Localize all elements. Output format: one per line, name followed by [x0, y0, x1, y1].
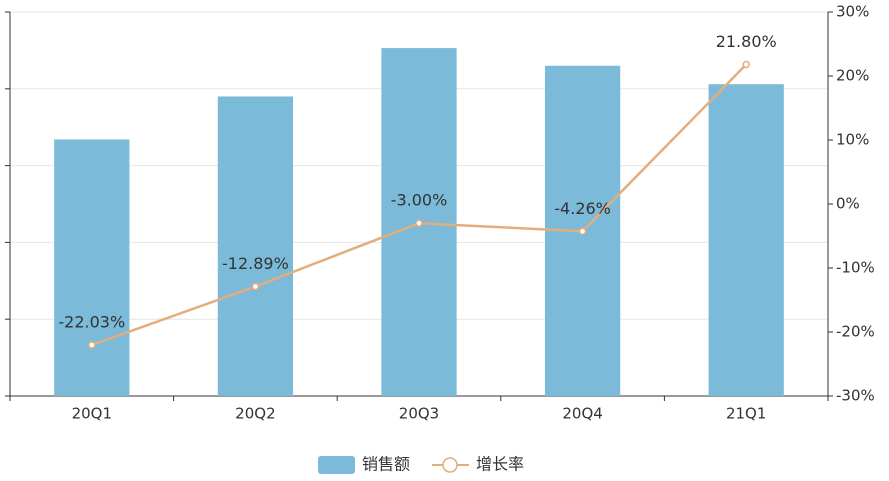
- bar: [217, 96, 294, 396]
- data-label: -22.03%: [58, 312, 125, 331]
- x-tick-label: 20Q2: [235, 405, 275, 423]
- line-point: [415, 219, 423, 227]
- y2-tick-label: -10%: [836, 259, 875, 277]
- x-tick-label: 20Q4: [562, 405, 602, 423]
- line-point: [578, 227, 587, 236]
- line-point: [742, 60, 750, 69]
- y2-tick-label: -20%: [836, 323, 875, 341]
- data-label: -12.89%: [222, 254, 289, 273]
- legend-swatch: [318, 456, 355, 474]
- y2-tick-label: 0%: [836, 195, 860, 213]
- y2-tick-label: 20%: [836, 67, 869, 85]
- y2-tick-label: 10%: [836, 131, 869, 149]
- y2-tick-label: 30%: [836, 3, 869, 21]
- x-tick-label: 20Q3: [399, 405, 439, 423]
- x-tick-label: 21Q1: [726, 405, 766, 423]
- line-point: [251, 282, 260, 291]
- bar: [54, 139, 130, 396]
- legend-label: 销售额: [362, 455, 410, 474]
- legend-label: 增长率: [476, 455, 524, 474]
- data-label: -3.00%: [391, 191, 448, 210]
- data-label: 21.80%: [716, 32, 777, 51]
- bar: [708, 84, 784, 396]
- line-point: [88, 341, 96, 349]
- data-label: -4.26%: [554, 199, 611, 218]
- legend-swatch: [442, 457, 458, 473]
- y2-tick-label: -30%: [836, 387, 875, 405]
- x-tick-label: 20Q1: [72, 405, 112, 423]
